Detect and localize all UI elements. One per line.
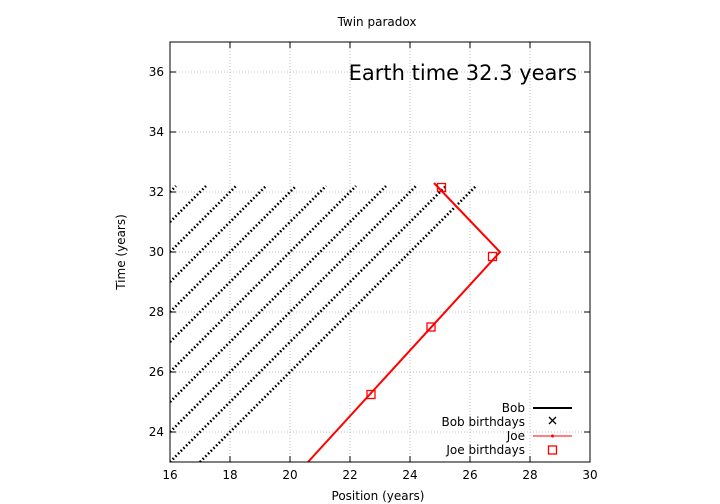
- y-tick-label: 30: [149, 245, 164, 259]
- bob-worldline: [170, 185, 387, 403]
- legend-label-joe-birthdays: Joe birthdays: [445, 443, 525, 457]
- x-tick-label: 16: [162, 468, 177, 482]
- bob-worldline: [170, 185, 297, 313]
- joe-path: [307, 182, 502, 462]
- bob-worldline: [170, 185, 357, 373]
- legend-swatch-bob-birthdays: [548, 416, 557, 425]
- y-axis-label: Time (years): [114, 214, 128, 291]
- y-tick-label: 24: [149, 425, 164, 439]
- legend-swatch-joe-birthdays: [547, 445, 558, 455]
- x-tick-label: 18: [222, 468, 237, 482]
- y-tick-label: 26: [149, 365, 164, 379]
- bob-worldline: [170, 185, 447, 462]
- axis-ticks: 16 18 20 22 24 26 28 30 24 26 28 30 32 34 36: [149, 42, 598, 482]
- bob-worldline: [170, 185, 417, 433]
- bob-worldline: [170, 185, 177, 193]
- x-tick-label: 22: [342, 468, 357, 482]
- x-tick-label: 26: [462, 468, 477, 482]
- joe-birthday-marker: [487, 251, 498, 262]
- legend-label-joe: Joe: [506, 429, 525, 443]
- x-tick-label: 20: [282, 468, 297, 482]
- bob-worldline: [170, 185, 207, 223]
- legend-swatch-joe-dot: [551, 434, 554, 438]
- bob-worldline: [170, 185, 237, 253]
- bob-worldline: [170, 185, 267, 283]
- y-tick-label: 32: [149, 185, 164, 199]
- legend-label-bob-birthdays: Bob birthdays: [441, 415, 525, 429]
- grid-lines: [170, 42, 590, 462]
- bob-worldline: [170, 185, 327, 343]
- joe-birthday-marker: [436, 182, 447, 193]
- legend-label-bob: Bob: [502, 401, 525, 415]
- joe-birthday-marker: [426, 322, 436, 332]
- earth-time-annotation: Earth time 32.3 years: [349, 61, 577, 85]
- x-tick-label: 30: [582, 468, 597, 482]
- x-axis-label: Position (years): [332, 489, 425, 503]
- bob-worldline: [199, 185, 477, 462]
- x-tick-label: 24: [402, 468, 417, 482]
- joe-birthday-marker: [366, 389, 376, 400]
- y-tick-label: 28: [149, 305, 164, 319]
- x-tick-label: 28: [522, 468, 537, 482]
- legend: Bob Bob birthdays Joe Joe birthdays: [441, 401, 572, 457]
- y-tick-label: 36: [149, 65, 164, 79]
- joe-worldline: [307, 182, 502, 462]
- bob-worldlines: [170, 185, 477, 462]
- y-tick-label: 34: [149, 125, 164, 139]
- chart-title: Twin paradox: [337, 15, 417, 29]
